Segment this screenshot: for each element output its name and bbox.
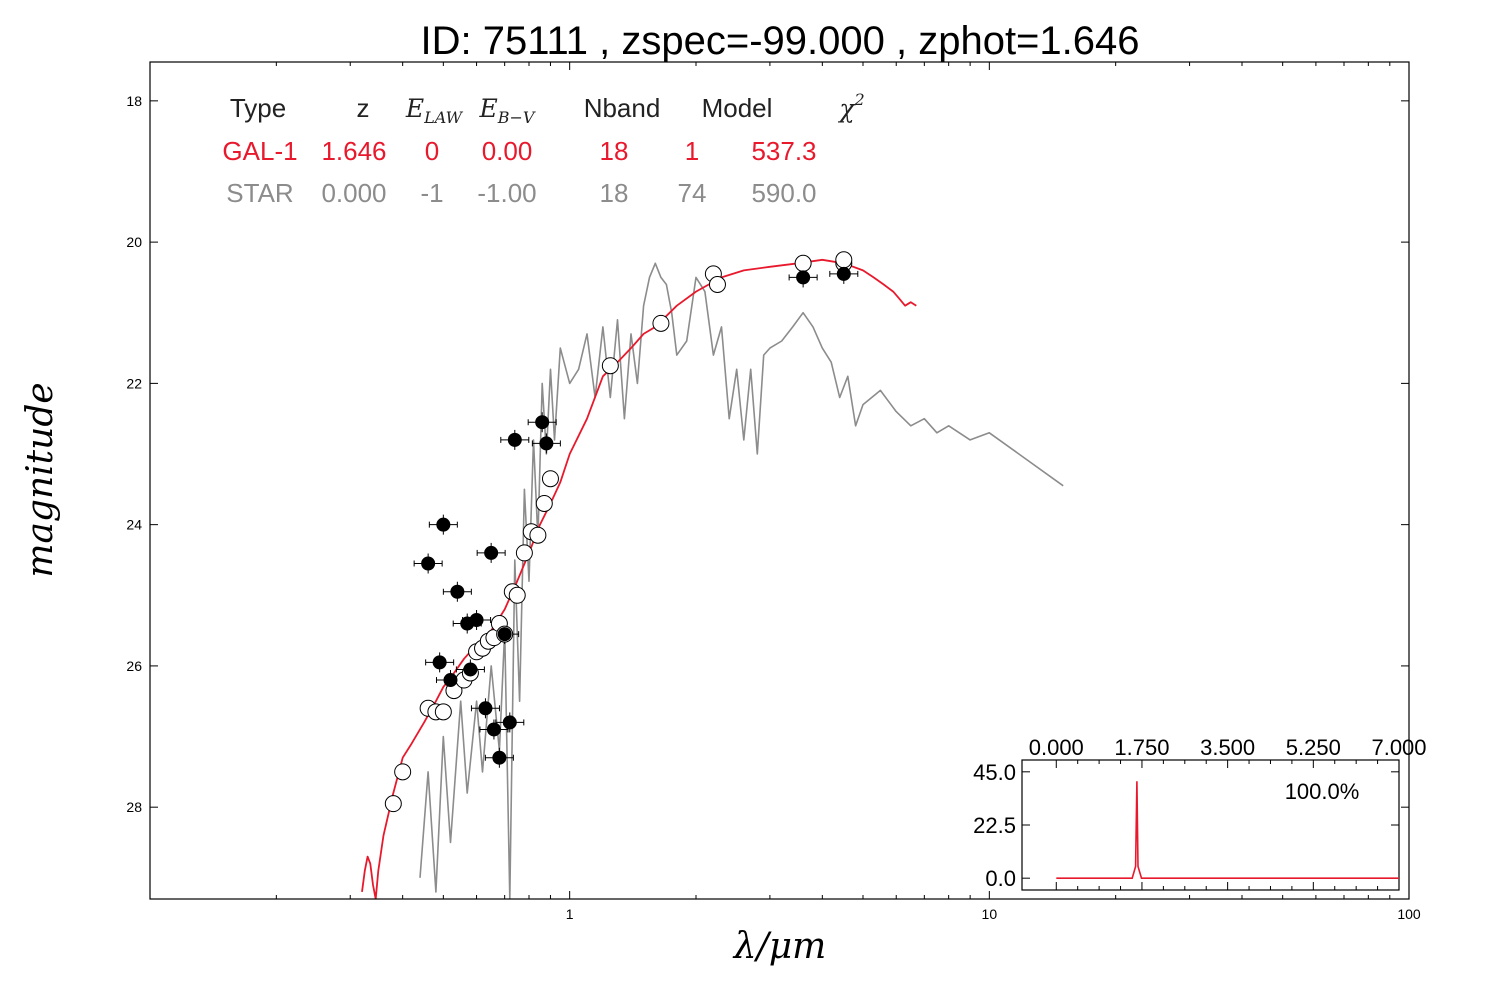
- model-magnitude-point: [541, 470, 559, 488]
- table-cell: 0.00: [482, 136, 533, 166]
- y-tick-label: 22: [126, 375, 142, 391]
- table-header-cell: Type: [230, 93, 286, 123]
- table-cell: 1.646: [321, 136, 386, 166]
- table-cell: 590.0: [751, 178, 816, 208]
- x-axis-label: λ/μm: [732, 926, 826, 967]
- table-header-cell: Model: [702, 93, 773, 123]
- model-magnitude-point: [835, 251, 853, 269]
- y-tick-label: 28: [126, 799, 142, 815]
- observed-magnitude-point: [507, 432, 522, 447]
- table-header-cell: Nband: [584, 93, 661, 123]
- table-cell: -1.00: [477, 178, 536, 208]
- observed-magnitude-point: [443, 673, 458, 688]
- table-cell: 537.3: [751, 136, 816, 166]
- main-plot-frame: [149, 61, 1410, 900]
- y-tick-label: 18: [126, 93, 142, 109]
- x-tick-label: 10: [982, 906, 998, 922]
- inset-frame: [1021, 759, 1400, 891]
- table-cell: -1: [420, 178, 443, 208]
- model-magnitude-point: [515, 544, 533, 562]
- inset-axis-ticks: 0.000 1.750 3.500 5.250 7.000 0.0 22.5 45.0: [973, 735, 1426, 891]
- x-tick-label: 1: [566, 906, 574, 922]
- inset-y-tick-label: 45.0: [973, 760, 1016, 785]
- chart-title: ID: 75111 , zspec=-99.000 , zphot=1.646: [420, 19, 1139, 63]
- observed-magnitude-point: [539, 436, 554, 451]
- inset-series-layer: [1056, 781, 1399, 880]
- table-cell: 18: [600, 178, 629, 208]
- observed-magnitude-point: [535, 415, 550, 430]
- inset-y-tick-label: 0.0: [985, 866, 1016, 891]
- observed-magnitude-point: [502, 715, 517, 730]
- observed-magnitude-point: [450, 584, 465, 599]
- inset-x-tick-label: 7.000: [1371, 735, 1426, 760]
- table-cell: STAR: [226, 178, 293, 208]
- observed-magnitude-point: [486, 722, 501, 737]
- table-cell: 18: [600, 136, 629, 166]
- observed-magnitude-point: [432, 655, 447, 670]
- observed-magnitude-point: [492, 750, 507, 765]
- inset-x-tick-label: 3.500: [1200, 735, 1255, 760]
- model-magnitude-point: [434, 703, 452, 721]
- table-header-cell: z: [357, 93, 370, 123]
- observed-magnitude-point: [478, 701, 493, 716]
- observed-magnitude-point: [421, 556, 436, 571]
- observed-magnitude-point: [436, 517, 451, 532]
- inset-y-tick-label: 22.5: [973, 813, 1016, 838]
- model-magnitude-point: [601, 357, 619, 375]
- observed-magnitude-point: [484, 545, 499, 560]
- model-magnitude-point: [652, 314, 670, 332]
- table-cell: GAL-1: [222, 136, 297, 166]
- inset-x-tick-label: 1.750: [1114, 735, 1169, 760]
- table-cell: 0: [425, 136, 439, 166]
- observed-magnitude-point: [469, 613, 484, 627]
- observed-magnitude-point: [463, 662, 478, 677]
- y-tick-label: 26: [126, 658, 142, 674]
- model-magnitude-point: [535, 494, 553, 512]
- observed-magnitude-point: [836, 266, 851, 281]
- model-magnitude-point: [394, 763, 412, 781]
- inset-x-tick-label: 5.250: [1286, 735, 1341, 760]
- table-header-cell: EB−V: [479, 94, 536, 127]
- table-header-cell: ELAW: [405, 94, 464, 127]
- table-cell: 1: [685, 136, 699, 166]
- redshift-pdf-inset: 0.000 1.750 3.500 5.250 7.000 0.0 22.5 45.0 100…: [973, 735, 1426, 891]
- inset-pdf-line: [1056, 781, 1399, 880]
- observed-magnitude-point: [796, 270, 811, 285]
- y-axis-label: magnitude: [20, 382, 61, 577]
- x-tick-label: 100: [1397, 906, 1421, 922]
- model-magnitude-point: [708, 275, 726, 293]
- table-cell: 74: [678, 178, 707, 208]
- model-magnitude-point: [529, 526, 547, 544]
- y-tick-label: 24: [126, 517, 142, 533]
- main-series-layer: [361, 251, 1064, 899]
- table-header-cell: χ2: [837, 90, 864, 123]
- model-magnitude-point: [508, 586, 526, 604]
- table-cell: 0.000: [321, 178, 386, 208]
- model-magnitude-point: [384, 795, 402, 813]
- y-tick-label: 20: [126, 234, 142, 250]
- star-template-line: [419, 262, 1064, 899]
- observed-magnitude-point: [497, 627, 512, 642]
- inset-probability-label: 100.0%: [1285, 779, 1360, 804]
- model-magnitude-point: [794, 254, 812, 272]
- fit-results-table: Type z ELAW EB−V Nband Model χ2 GAL-1 1.646 0 0.00…: [222, 90, 864, 208]
- inset-x-tick-label: 0.000: [1029, 735, 1084, 760]
